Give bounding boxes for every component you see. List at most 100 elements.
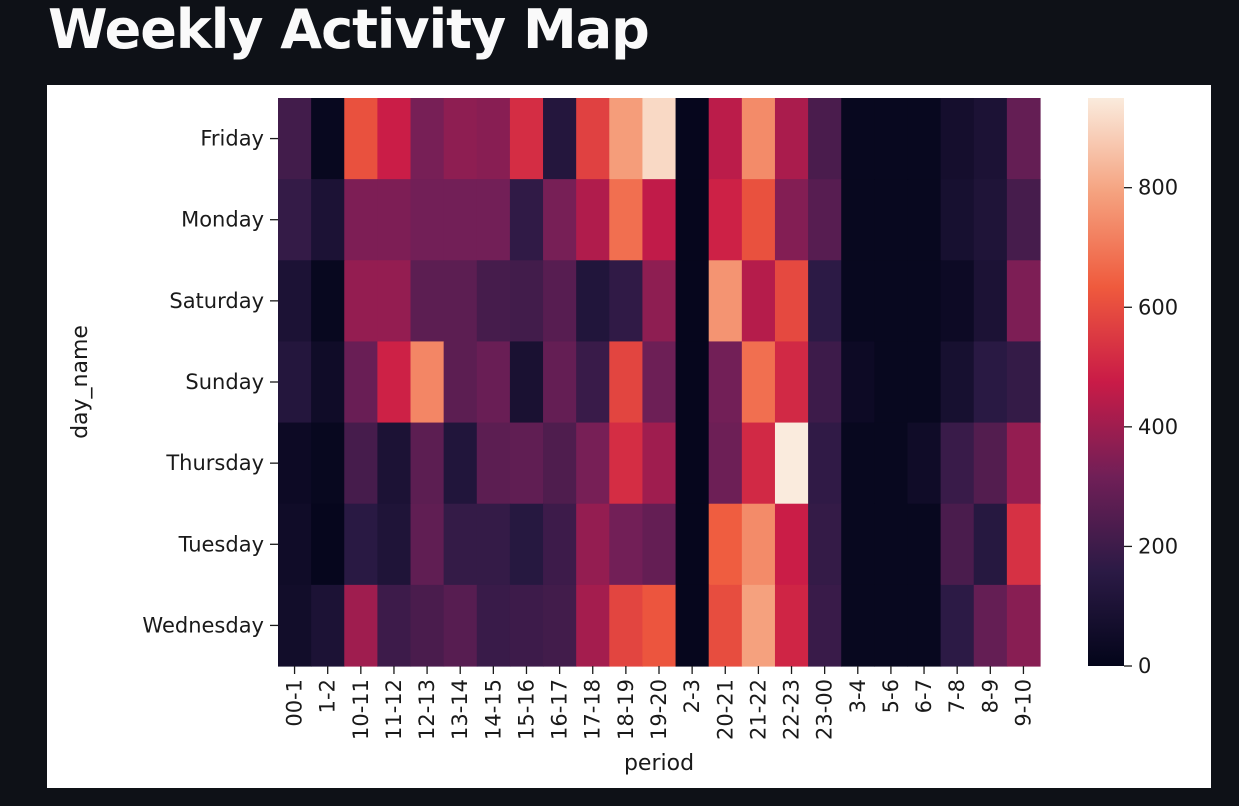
heatmap-cell — [543, 260, 577, 343]
heatmap-cell — [675, 503, 710, 586]
y-tick-label: Tuesday — [178, 532, 264, 556]
heatmap-cell — [377, 584, 412, 667]
heatmap-cell — [675, 98, 710, 180]
heatmap-cell — [278, 260, 312, 343]
heatmap-cell — [344, 584, 378, 667]
heatmap-cell — [973, 260, 1008, 343]
heatmap-cell — [344, 422, 378, 505]
x-tick-label: 7-8 — [945, 679, 969, 713]
heatmap-cell — [907, 179, 942, 261]
heatmap-cell — [443, 584, 478, 667]
heatmap-cell — [344, 341, 378, 424]
heatmap-cell — [642, 179, 677, 261]
heatmap-cell — [774, 341, 809, 424]
x-tick-label: 14-15 — [481, 679, 505, 740]
heatmap-cell — [278, 98, 312, 180]
heatmap-cell — [311, 98, 345, 180]
heatmap-cell — [642, 98, 677, 180]
heatmap-cell — [808, 260, 842, 343]
heatmap-cell — [443, 422, 478, 505]
x-tick-label: 12-13 — [415, 679, 439, 740]
heatmap-cell — [377, 179, 412, 261]
heatmap-cell — [808, 179, 842, 261]
heatmap-cell — [278, 341, 312, 424]
heatmap-cell — [808, 98, 842, 180]
heatmap-cell — [708, 260, 743, 343]
heatmap-cell — [1006, 98, 1041, 180]
heatmap-cell — [973, 422, 1008, 505]
x-tick-label: 19-20 — [647, 679, 671, 740]
x-tick-label: 23-00 — [813, 679, 837, 740]
heatmap-cell — [907, 422, 942, 505]
x-tick-label: 9-10 — [1011, 679, 1035, 727]
heatmap-cell — [443, 98, 478, 180]
heatmap-cell — [940, 341, 975, 424]
x-axis-label: period — [624, 751, 694, 776]
heatmap-cell — [410, 503, 445, 586]
heatmap-cell — [841, 503, 875, 586]
x-tick-label: 20-21 — [713, 679, 737, 740]
heatmap-cell — [443, 260, 478, 343]
heatmap-cell — [675, 260, 710, 343]
heatmap-cell — [344, 503, 378, 586]
heatmap-cell — [774, 260, 809, 343]
heatmap-cell — [344, 179, 378, 261]
heatmap-cell — [410, 584, 445, 667]
heatmap-cell — [476, 260, 511, 343]
heatmap-cell — [774, 422, 809, 505]
heatmap-cell — [344, 260, 378, 343]
heatmap-cell — [973, 584, 1008, 667]
heatmap-cell — [708, 422, 743, 505]
heatmap-cell — [576, 179, 610, 261]
x-tick-label: 10-11 — [349, 679, 373, 740]
heatmap-cell — [543, 422, 577, 505]
heatmap-cell — [1006, 179, 1041, 261]
heatmap-cell — [973, 503, 1008, 586]
heatmap-cell — [940, 422, 975, 505]
heatmap-cell — [410, 179, 445, 261]
heatmap-cell — [509, 341, 544, 424]
heatmap-cell — [377, 260, 412, 343]
heatmap-cell — [609, 260, 644, 343]
y-tick-label: Wednesday — [142, 613, 264, 637]
heatmap-cell — [543, 584, 577, 667]
heatmap-cell — [774, 98, 809, 180]
heatmap-cell — [443, 503, 478, 586]
heatmap-cell — [509, 584, 544, 667]
x-tick-label: 18-19 — [614, 679, 638, 740]
heatmap-cell — [907, 584, 942, 667]
heatmap-cell — [509, 422, 544, 505]
heatmap-cell — [808, 584, 842, 667]
heatmap-cell — [907, 341, 942, 424]
heatmap-cell — [476, 179, 511, 261]
heatmap-cell — [774, 179, 809, 261]
heatmap-cell — [609, 98, 644, 180]
x-tick-label: 16-17 — [548, 679, 572, 740]
y-tick-label: Friday — [200, 127, 264, 151]
heatmap-cell — [874, 422, 909, 505]
x-tick-label: 6-7 — [912, 679, 936, 713]
heatmap-cell — [543, 341, 577, 424]
heatmap-cell — [841, 422, 875, 505]
heatmap-cell — [609, 503, 644, 586]
heatmap-cell — [808, 422, 842, 505]
heatmap-cell — [808, 503, 842, 586]
heatmap-cell — [874, 260, 909, 343]
colorbar-tick-label: 800 — [1138, 176, 1178, 200]
heatmap-cell — [642, 422, 677, 505]
y-axis-label: day_name — [68, 325, 93, 439]
heatmap-cell — [675, 584, 710, 667]
heatmap-cell — [443, 341, 478, 424]
x-tick-label: 8-9 — [978, 679, 1002, 713]
heatmap-cell — [973, 98, 1008, 180]
heatmap-cell — [311, 503, 345, 586]
heatmap-cell — [344, 98, 378, 180]
x-tick-label: 3-4 — [846, 679, 870, 713]
heatmap-cell — [576, 98, 610, 180]
heatmap-cell — [741, 584, 776, 667]
heatmap-cell — [1006, 260, 1041, 343]
heatmap-cell — [741, 503, 776, 586]
heatmap-cell — [940, 98, 975, 180]
heatmap-cell — [940, 260, 975, 343]
heatmap-cell — [874, 98, 909, 180]
